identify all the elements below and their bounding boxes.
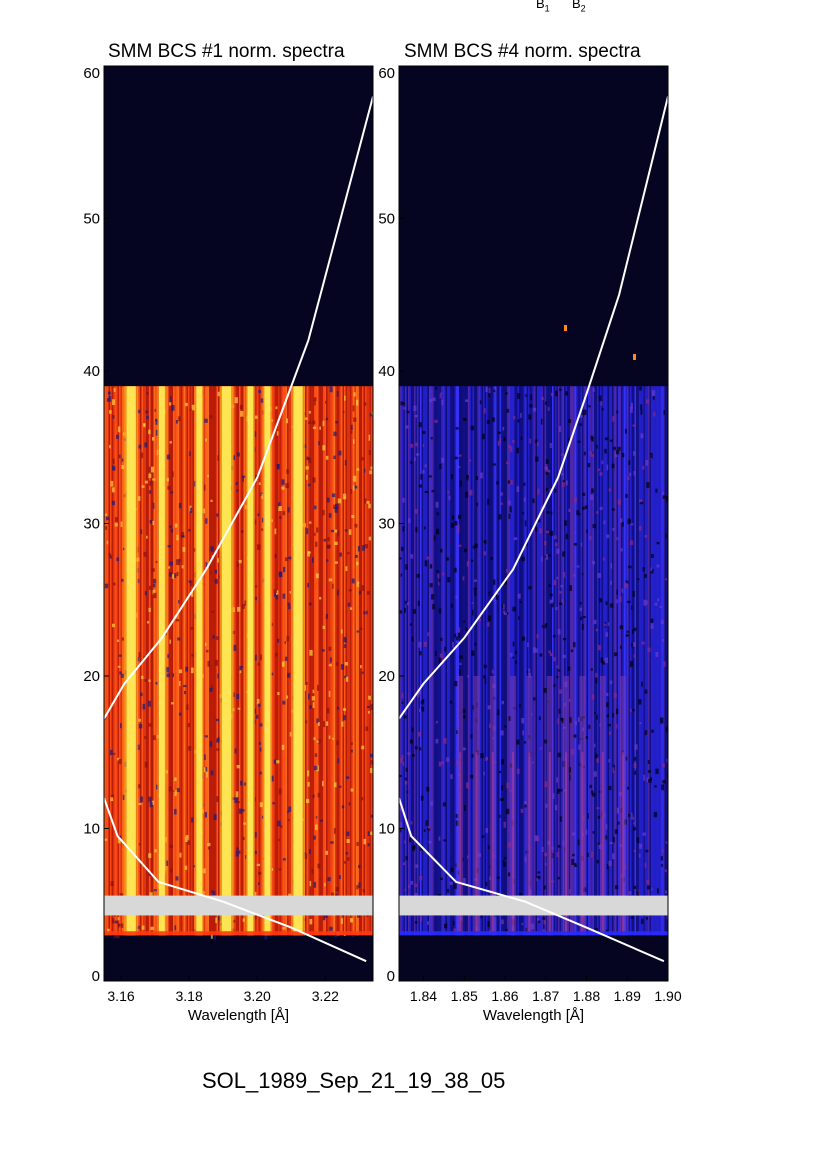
- spectrum-rim: [399, 931, 668, 936]
- b2-sub: 2: [580, 3, 586, 14]
- emission-line-core: [512, 752, 515, 936]
- y-tick-label: 10: [83, 821, 100, 838]
- emission-line-core: [528, 752, 531, 936]
- emission-lines: [457, 676, 627, 936]
- b1-label: B1: [536, 0, 550, 14]
- b2-base: B: [572, 0, 581, 11]
- emission-line: [196, 386, 203, 936]
- b2-label: B2: [572, 0, 586, 14]
- figure-footer-title: SOL_1989_Sep_21_19_38_05: [202, 1068, 506, 1093]
- x-tick-label: 1.88: [573, 988, 600, 1004]
- overlay-curve-1: [399, 96, 668, 720]
- y-tick-label: 60: [83, 65, 100, 82]
- emission-line-core: [475, 752, 478, 936]
- emission-lines: [124, 386, 306, 936]
- x-tick-label: 1.84: [410, 988, 437, 1004]
- emission-line-core: [622, 752, 625, 936]
- b1-sub: 1: [544, 3, 550, 14]
- emission-line-core: [601, 752, 604, 936]
- y-tick-label: 20: [83, 668, 100, 685]
- y-tick-label: 40: [378, 363, 395, 380]
- y-tick-label: 50: [83, 211, 100, 228]
- y-tick-label: 50: [378, 211, 395, 228]
- x-tick-label: 3.20: [244, 988, 271, 1004]
- y-tick-label: 60: [378, 65, 395, 82]
- y-tick-label: 0: [92, 968, 100, 985]
- y-tick-label: 40: [83, 363, 100, 380]
- panel-title: SMM BCS #1 norm. spectra: [108, 41, 345, 62]
- y-tick-label: 0: [387, 968, 395, 985]
- x-tick-label: 1.89: [614, 988, 641, 1004]
- panel-title: SMM BCS #4 norm. spectra: [404, 41, 641, 62]
- emission-line-core: [581, 752, 584, 936]
- x-axis-label: Wavelength [Å]: [188, 1007, 289, 1024]
- y-tick-label: 10: [378, 821, 395, 838]
- x-axis-label: Wavelength [Å]: [483, 1007, 584, 1024]
- hot-pixel: [564, 325, 567, 331]
- x-tick-label: 1.86: [491, 988, 518, 1004]
- emission-line: [158, 386, 165, 936]
- x-tick-label: 3.18: [176, 988, 203, 1004]
- emission-line: [221, 386, 232, 936]
- x-tick-label: 1.85: [451, 988, 478, 1004]
- overlay-curve-1: [104, 96, 373, 720]
- x-tick-label: 3.16: [107, 988, 134, 1004]
- emission-line: [247, 386, 254, 936]
- panel-1: [104, 66, 373, 981]
- emission-line: [293, 386, 303, 936]
- y-tick-label: 30: [83, 516, 100, 533]
- spectrum-rim: [104, 931, 373, 936]
- emission-line: [126, 386, 136, 936]
- emission-line-core: [491, 752, 494, 936]
- x-tick-label: 1.90: [654, 988, 681, 1004]
- hot-pixel: [633, 354, 636, 360]
- emission-line: [264, 386, 271, 936]
- x-tick-label: 3.22: [312, 988, 339, 1004]
- emission-line-core: [459, 752, 462, 936]
- emission-line-core: [548, 752, 551, 936]
- overlay-curve-2: [104, 797, 367, 963]
- x-tick-label: 1.87: [532, 988, 559, 1004]
- emission-line-core: [565, 752, 568, 936]
- y-tick-label: 30: [378, 516, 395, 533]
- y-tick-label: 20: [378, 668, 395, 685]
- data-gap-band: [104, 895, 373, 916]
- panel-2: [399, 66, 668, 981]
- b1-base: B: [536, 0, 545, 11]
- overlay-curve-2: [399, 797, 665, 963]
